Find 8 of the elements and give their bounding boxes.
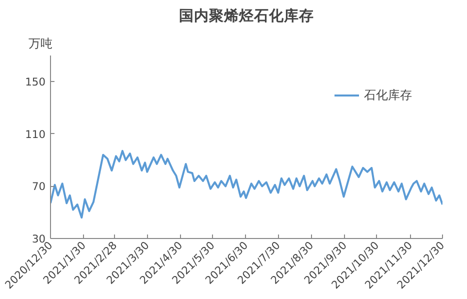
y-tick-label: 70 bbox=[32, 180, 46, 194]
y-tick-label: 150 bbox=[25, 76, 46, 89]
legend-label: 石化库存 bbox=[364, 86, 412, 104]
line-series bbox=[50, 150, 442, 219]
y-tick-label: 110 bbox=[25, 128, 46, 141]
y-axis-title: 万吨 bbox=[28, 36, 52, 50]
y-tick-label: 30 bbox=[32, 232, 46, 246]
chart-title: 国内聚烯烃石化库存 bbox=[179, 6, 314, 24]
